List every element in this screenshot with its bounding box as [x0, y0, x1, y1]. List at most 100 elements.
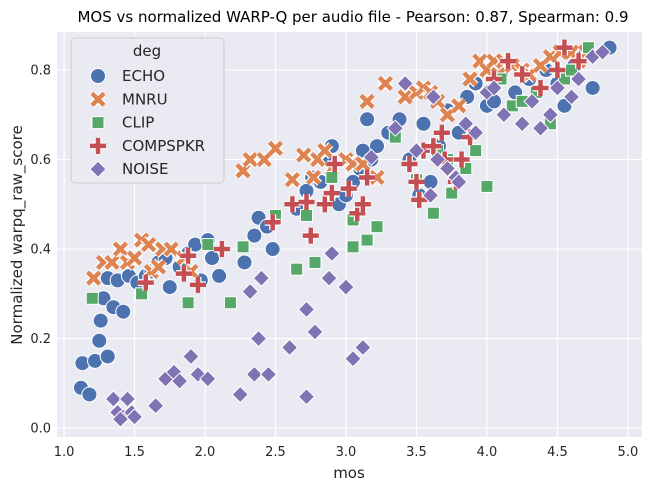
x-tick-labels: 1.0 1.5 2.0 2.5 3.0 3.5 4.0 4.5 5.0: [54, 445, 639, 460]
point-noise: [428, 150, 447, 169]
y-tick-label: 0.0: [30, 422, 51, 437]
point-mnru: [450, 97, 468, 115]
point-mnru: [368, 168, 386, 186]
point-compspkr: [323, 185, 340, 202]
legend-label-mnru: MNRU: [122, 90, 168, 108]
x-tick-label: 3.5: [406, 445, 427, 460]
point-mnru: [162, 240, 180, 258]
point-noise: [457, 115, 475, 133]
point-echo: [81, 386, 98, 403]
point-mnru: [541, 48, 559, 66]
point-compspkr: [514, 66, 531, 83]
x-tick-label: 1.5: [124, 445, 145, 460]
point-compspkr: [425, 138, 442, 155]
x-tick-label: 4.5: [547, 445, 568, 460]
point-compspkr: [284, 196, 301, 213]
point-echo: [246, 227, 263, 244]
point-noise: [259, 365, 278, 384]
point-echo: [99, 348, 116, 365]
point-compspkr: [316, 196, 333, 213]
point-echo: [415, 115, 432, 132]
point-compspkr: [408, 173, 425, 190]
point-noise: [320, 269, 338, 287]
point-compspkr: [570, 53, 587, 70]
point-clip: [325, 170, 339, 184]
point-echo: [115, 303, 132, 320]
series-mnru: [85, 43, 595, 287]
point-noise: [562, 88, 581, 106]
point-clip: [85, 291, 99, 305]
y-tick-label: 0.2: [30, 332, 51, 347]
point-clip: [201, 238, 215, 252]
point-compspkr: [453, 151, 470, 168]
point-noise: [249, 329, 268, 348]
x-tick-label: 2.5: [265, 445, 286, 460]
point-noise: [362, 148, 381, 167]
point-mnru: [316, 142, 334, 160]
x-tick-label: 4.0: [477, 445, 498, 460]
point-noise: [495, 106, 513, 124]
point-echo: [236, 254, 253, 271]
point-clip: [370, 220, 384, 234]
point-mnru: [283, 171, 301, 189]
point-noise: [386, 119, 405, 137]
legend: deg ECHO MNRU CLIP COMPSPKR NOISE: [70, 37, 225, 184]
point-echo: [92, 312, 109, 329]
point-compspkr: [354, 196, 371, 213]
legend-label-clip: CLIP: [122, 114, 154, 132]
point-clip: [445, 186, 459, 200]
legend-marker-clip: [91, 116, 105, 130]
point-noise: [354, 338, 372, 357]
legend-label-echo: ECHO: [122, 67, 165, 85]
point-noise: [421, 186, 440, 205]
point-noise: [424, 88, 443, 106]
point-clip: [300, 208, 314, 222]
point-noise: [125, 408, 144, 426]
point-clip: [360, 233, 374, 247]
point-echo: [211, 267, 228, 284]
point-compspkr: [500, 53, 517, 70]
y-tick-labels: 0.0 0.2 0.4 0.6 0.8: [30, 64, 51, 437]
point-clip: [469, 144, 483, 158]
legend-label-noise: NOISE: [122, 160, 168, 178]
legend-marker-echo: [90, 68, 106, 84]
point-clip: [426, 206, 440, 220]
point-clip: [480, 179, 494, 193]
point-echo: [584, 79, 601, 96]
point-mnru: [111, 240, 129, 258]
point-noise: [541, 106, 560, 124]
point-compspkr: [359, 169, 376, 186]
point-clip: [236, 240, 250, 254]
y-axis-label: Normalized warpq_raw_score: [8, 125, 27, 344]
data-points: [72, 39, 618, 428]
point-mnru: [438, 106, 456, 124]
point-noise: [396, 74, 414, 93]
legend-marker-compspkr: [90, 137, 106, 154]
point-noise: [170, 372, 189, 390]
point-compspkr: [213, 241, 230, 258]
point-noise: [337, 278, 355, 296]
point-compspkr: [189, 276, 206, 293]
point-compspkr: [340, 180, 357, 197]
point-compspkr: [433, 124, 450, 141]
point-noise: [450, 173, 468, 191]
point-mnru: [150, 258, 167, 276]
point-clip: [223, 296, 237, 310]
point-echo: [204, 249, 221, 266]
point-noise: [297, 300, 316, 319]
point-compspkr: [302, 227, 319, 244]
x-tick-label: 5.0: [618, 445, 639, 460]
point-compspkr: [532, 79, 549, 96]
point-noise: [485, 79, 503, 97]
point-mnru: [267, 139, 284, 157]
point-mnru: [126, 249, 144, 267]
x-tick-label: 2.0: [195, 445, 216, 460]
point-compspkr: [175, 265, 192, 282]
point-noise: [111, 410, 130, 428]
point-echo: [91, 332, 108, 349]
y-tick-label: 0.8: [30, 64, 51, 79]
point-echo: [359, 111, 376, 128]
point-compspkr: [411, 191, 428, 208]
point-mnru: [376, 74, 394, 92]
point-compspkr: [137, 274, 154, 291]
